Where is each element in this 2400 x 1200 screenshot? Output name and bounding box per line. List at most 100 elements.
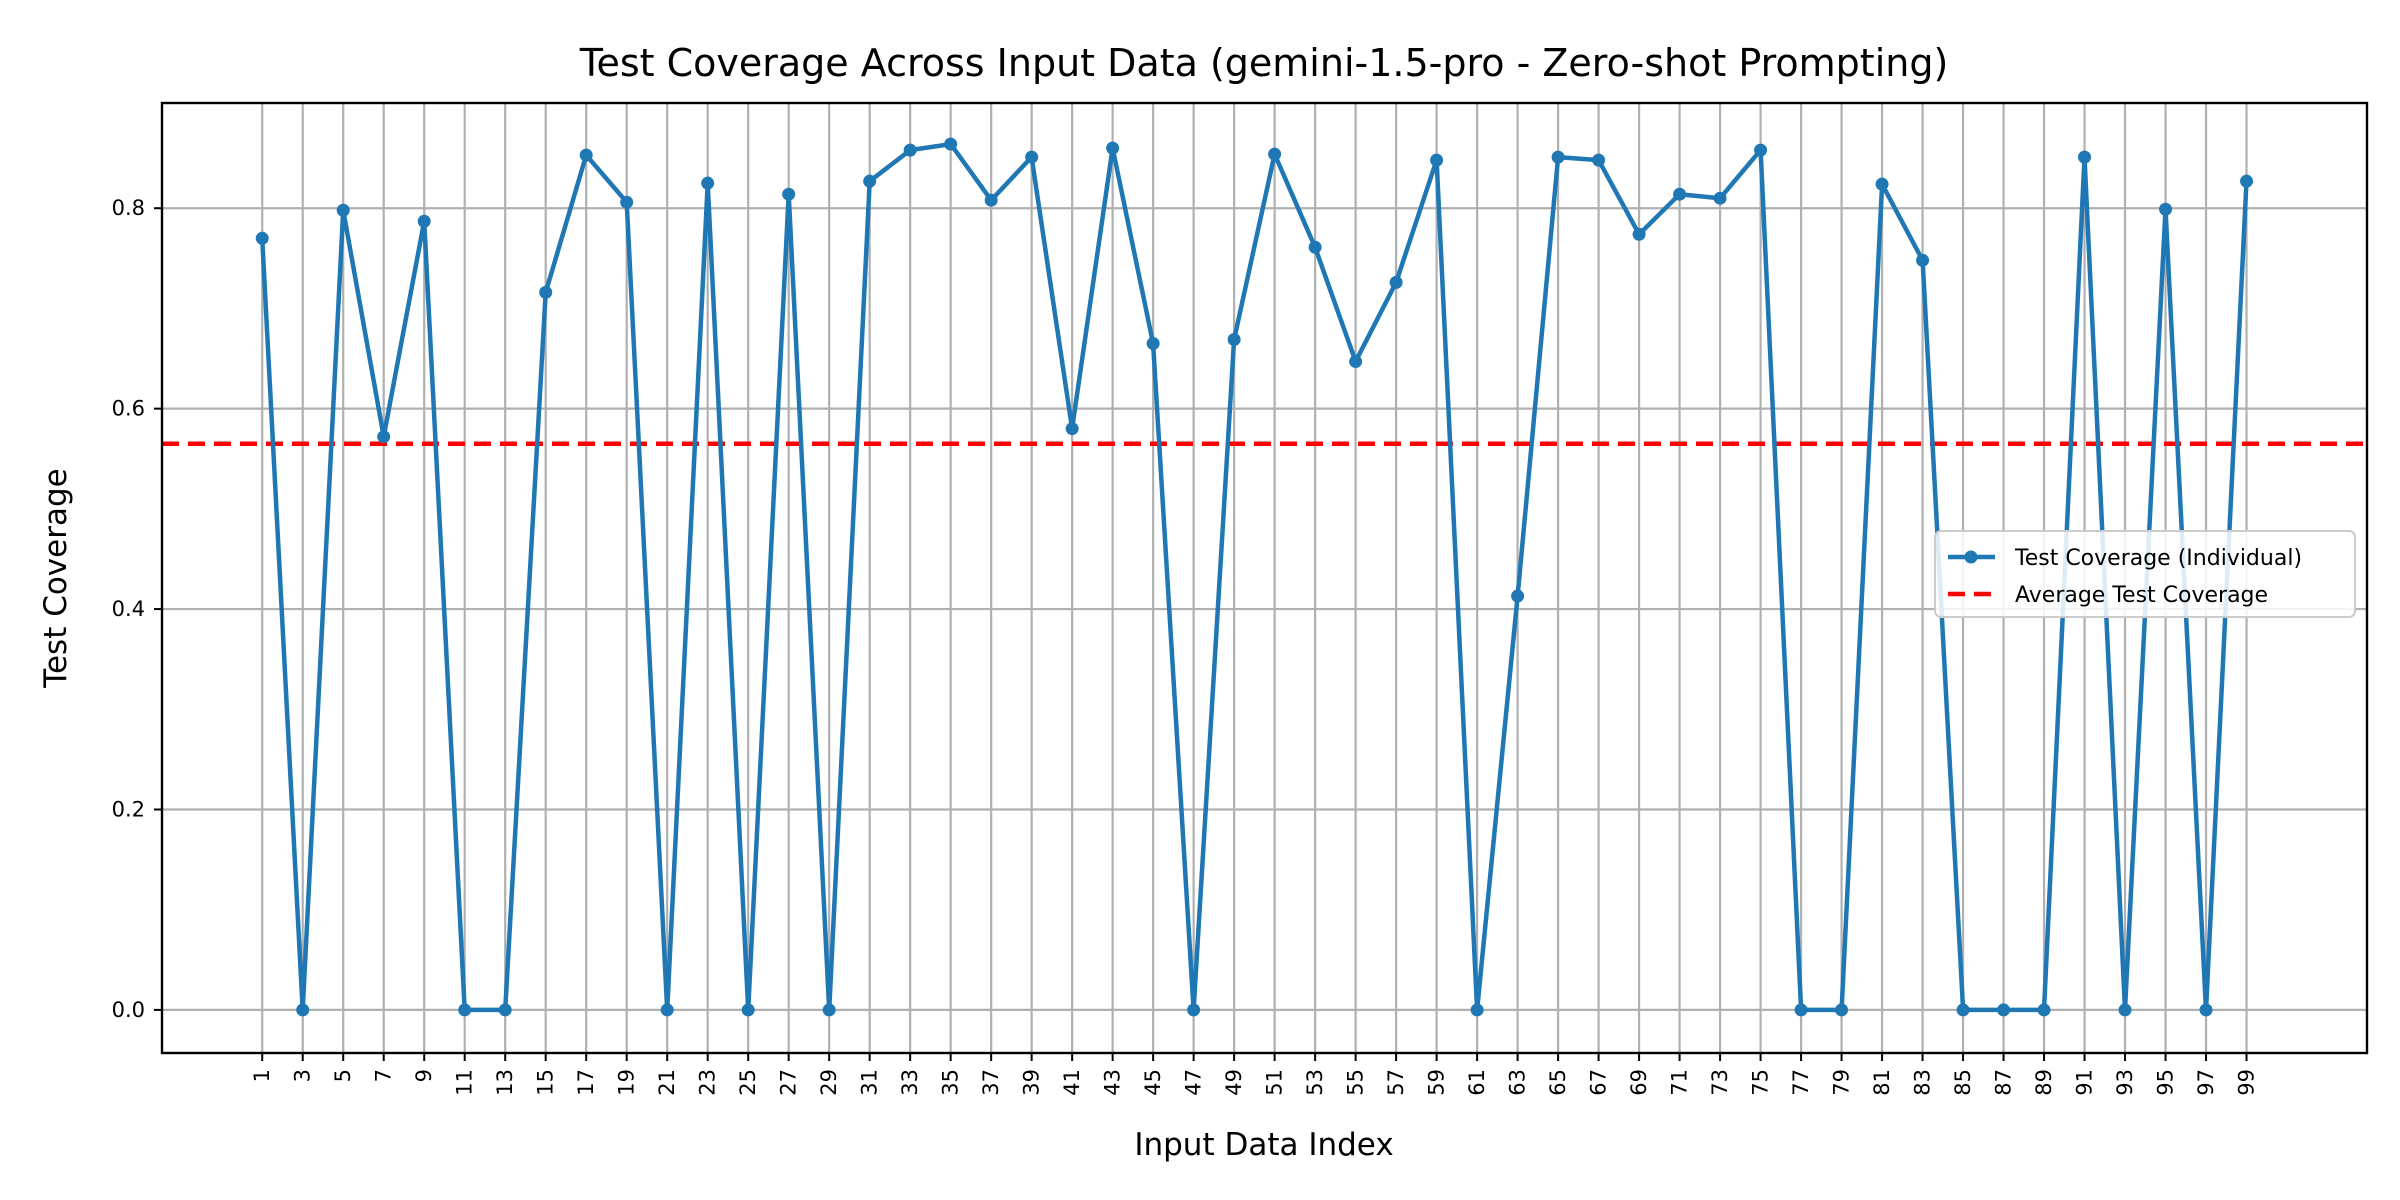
y-tick-label: 0.0	[112, 998, 145, 1022]
data-point	[2199, 1003, 2213, 1017]
x-tick-label: 37	[979, 1069, 1003, 1096]
x-tick-label: 5	[331, 1069, 355, 1082]
data-point	[1146, 337, 1160, 351]
data-point	[2078, 150, 2092, 164]
x-tick-label: 19	[615, 1069, 639, 1096]
x-tick-label: 35	[939, 1069, 963, 1096]
x-tick-label: 63	[1506, 1069, 1530, 1096]
data-point	[1106, 141, 1120, 155]
data-point	[377, 430, 391, 444]
y-tick-label: 0.4	[112, 597, 145, 621]
x-tick-label: 25	[736, 1069, 760, 1096]
x-tick-label: 3	[291, 1069, 315, 1082]
data-point	[1632, 227, 1646, 241]
x-tick-label: 41	[1060, 1069, 1084, 1096]
x-tick-label: 15	[534, 1069, 558, 1096]
x-tick-label: 1	[250, 1069, 274, 1082]
x-tick-label: 81	[1870, 1069, 1894, 1096]
data-point	[903, 143, 917, 157]
x-tick-label: 85	[1951, 1069, 1975, 1096]
chart-title: Test Coverage Across Input Data (gemini-…	[579, 41, 1949, 85]
x-tick-label: 13	[493, 1069, 517, 1096]
coverage-series-line	[259, 141, 2249, 1013]
data-point	[2159, 202, 2173, 216]
x-tick-label: 53	[1303, 1069, 1327, 1096]
x-tick-label: 43	[1101, 1069, 1125, 1096]
x-tick-label: 77	[1789, 1069, 1813, 1096]
data-point	[822, 1003, 836, 1017]
legend-label-average: Average Test Coverage	[2015, 583, 2268, 608]
data-point	[296, 1003, 310, 1017]
x-tick-label: 87	[1992, 1069, 2016, 1096]
data-point	[1551, 150, 1565, 164]
data-point	[1227, 332, 1241, 346]
x-tick-label: 33	[898, 1069, 922, 1096]
data-point	[579, 148, 593, 162]
x-tick-label: 91	[2073, 1069, 2097, 1096]
data-point	[1916, 253, 1930, 267]
x-tick-label: 89	[2032, 1069, 2056, 1096]
y-axis-label: Test Coverage	[38, 468, 74, 688]
legend-marker-individual	[1964, 550, 1978, 564]
legend-box	[1934, 530, 2356, 618]
x-tick-label: 23	[696, 1069, 720, 1096]
x-tick-label: 47	[1182, 1069, 1206, 1096]
x-tick-label: 83	[1911, 1069, 1935, 1096]
data-point	[336, 203, 350, 217]
x-tick-label: 55	[1344, 1069, 1368, 1096]
x-tick-label: 51	[1263, 1069, 1287, 1096]
data-point	[1875, 177, 1889, 191]
data-point	[620, 195, 634, 209]
data-point	[1511, 589, 1525, 603]
data-point	[1592, 153, 1606, 167]
x-tick-label: 93	[2113, 1069, 2137, 1096]
x-tick-label: 73	[1708, 1069, 1732, 1096]
data-point	[1349, 355, 1363, 369]
x-tick-label: 75	[1749, 1069, 1773, 1096]
data-point	[1835, 1003, 1849, 1017]
x-tick-label: 59	[1425, 1069, 1449, 1096]
data-point	[498, 1003, 512, 1017]
data-point	[2037, 1003, 2051, 1017]
plot-frame	[160, 101, 2369, 1055]
x-tick-label: 29	[817, 1069, 841, 1096]
x-tick-label: 45	[1141, 1069, 1165, 1096]
data-point	[660, 1003, 674, 1017]
x-tick-label: 21	[655, 1069, 679, 1096]
data-point	[1673, 187, 1687, 201]
data-point	[1187, 1003, 1201, 1017]
data-point	[255, 231, 269, 245]
x-tick-label: 31	[858, 1069, 882, 1096]
y-tick-label: 0.8	[112, 196, 145, 220]
legend-label-individual: Test Coverage (Individual)	[2014, 546, 2302, 571]
x-tick-label: 65	[1546, 1069, 1570, 1096]
data-point	[1065, 422, 1079, 436]
data-point	[984, 193, 998, 207]
data-point	[2240, 174, 2254, 188]
x-tick-label: 97	[2194, 1069, 2218, 1096]
x-tick-label: 7	[372, 1069, 396, 1082]
data-point	[1268, 147, 1282, 161]
y-tick-label: 0.6	[112, 397, 145, 421]
data-point	[1430, 153, 1444, 167]
x-tick-label: 49	[1222, 1069, 1246, 1096]
x-tick-label: 11	[453, 1069, 477, 1096]
data-point	[863, 174, 877, 188]
data-point	[1308, 240, 1322, 254]
x-tick-label: 95	[2154, 1069, 2178, 1096]
x-axis-ticks: 1 3 5 7 9 11 13 15 17 19 21 23 25 27 29 31 33 35 37 39 41 43 4…	[250, 1053, 2259, 1096]
series-layer	[255, 137, 2254, 1017]
data-point	[1956, 1003, 1970, 1017]
data-point	[1713, 191, 1727, 205]
data-point	[944, 137, 958, 151]
grid-lines	[162, 103, 2367, 1053]
data-point	[1997, 1003, 2011, 1017]
x-tick-label: 71	[1668, 1069, 1692, 1096]
data-point	[1470, 1003, 1484, 1017]
x-axis-label: Input Data Index	[1134, 1127, 1393, 1163]
x-tick-label: 17	[574, 1069, 598, 1096]
y-tick-label: 0.2	[112, 797, 145, 821]
x-tick-label: 67	[1587, 1069, 1611, 1096]
x-tick-label: 57	[1384, 1069, 1408, 1096]
